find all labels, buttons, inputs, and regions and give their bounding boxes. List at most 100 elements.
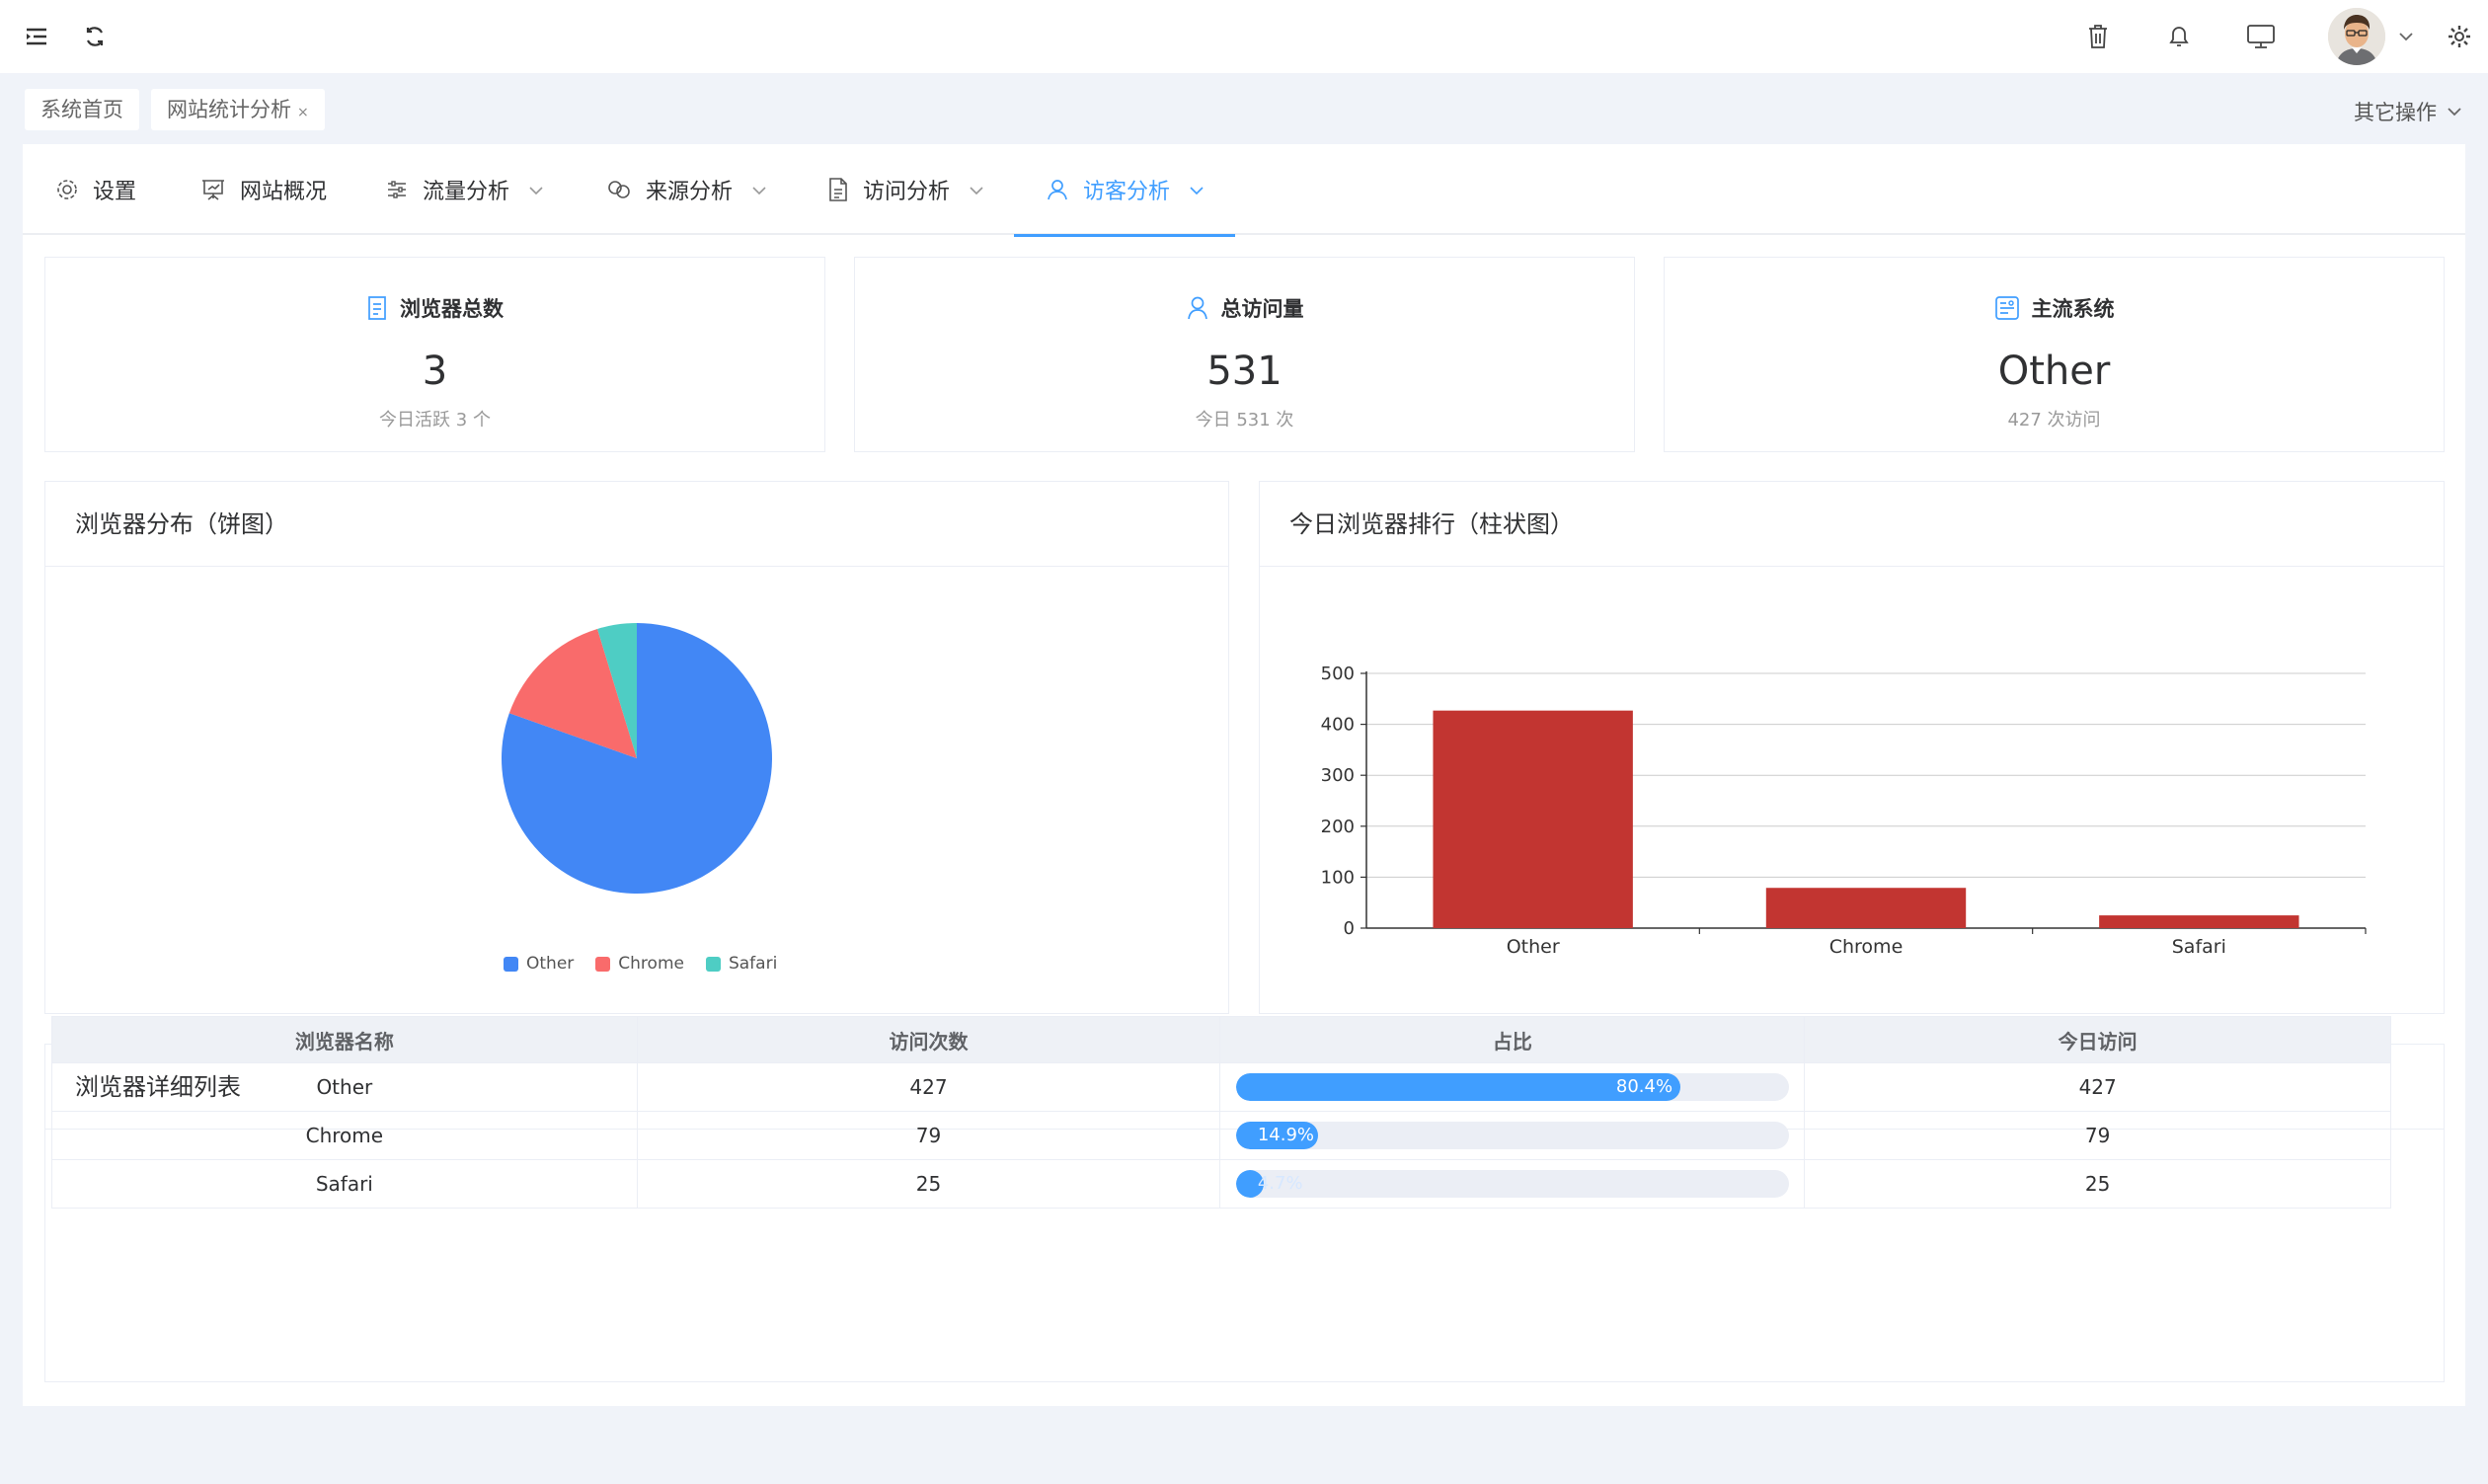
bar-chart: 0 100 200 300 400 500 Other Chrome Safari [1321,664,2367,958]
stat-value: 3 [422,349,448,394]
y-tick-label: 100 [1321,867,1355,888]
table-row[interactable]: Chrome 79 14.9% 79 [51,1111,2391,1160]
stat-title: 浏览器总数 [45,293,824,323]
stat-subtext: 今日活跃 3 个 [379,410,491,430]
stat-subtext: 今日 531 次 [1195,410,1294,430]
presentation-icon [202,180,224,200]
column-header-share[interactable]: 占比 [1219,1016,1806,1063]
tab-settings[interactable]: 设置 [55,144,136,235]
legend-item-other[interactable]: Other [504,954,574,974]
stat-subtext: 427 次访问 [2007,410,2101,430]
pie-chart [501,623,773,894]
chevron-down-icon [529,181,543,199]
chevron-down-icon [2448,108,2461,117]
stat-value: Other [1997,349,2111,394]
gear-icon [57,180,77,199]
share-progress-bar: 14.9% [1235,1122,1789,1149]
document-icon [368,296,386,320]
x-tick-label: Other [1507,936,1560,958]
legend-label: Other [526,954,575,974]
bar-safari[interactable] [2099,915,2299,928]
bell-icon[interactable] [2162,20,2196,53]
chevron-down-icon[interactable] [2389,20,2423,53]
x-tick-label: Safari [2172,936,2226,958]
pie-slice-safari[interactable] [597,623,637,758]
chevron-down-icon [752,181,766,199]
cell-today: 25 [1804,1159,2391,1209]
table-row[interactable]: Safari 25 4.7% 25 [51,1159,2391,1209]
tab-label: 来源分析 [646,180,734,204]
cell-visits: 79 [636,1111,1221,1160]
legend-item-safari[interactable]: Safari [705,954,778,974]
stat-title-label: 主流系统 [2031,297,2115,321]
active-tab-indicator [1014,234,1235,237]
legend-label: Safari [728,954,778,974]
pie-legend: Other Chrome Safari [504,954,777,974]
column-header-visits[interactable]: 访问次数 [636,1016,1221,1063]
legend-item-chrome[interactable]: Chrome [595,954,684,974]
y-tick-label: 200 [1321,817,1355,837]
progress-label: 80.4% [1615,1076,1673,1097]
avatar[interactable] [2328,8,2385,65]
tab-source-analysis[interactable]: 来源分析 [606,144,766,235]
panel-title: 浏览器分布（饼图） [45,482,1228,567]
tag-home[interactable]: 系统首页 [25,89,139,130]
dashboard-icon [1994,296,2019,320]
stat-card-main-system: 主流系统 Other 427 次访问 [1664,257,2445,452]
progress-fill [1235,1122,1319,1149]
settings-gear-icon[interactable] [2443,20,2476,53]
stat-title-label: 浏览器总数 [400,297,504,321]
tab-visitor-analysis[interactable]: 访客分析 [1014,144,1235,237]
tab-label: 设置 [93,180,137,204]
tab-site-overview[interactable]: 网站概况 [200,144,327,235]
chevron-down-icon [1190,181,1204,199]
tab-traffic-analysis[interactable]: 流量分析 [385,144,543,235]
panel-title: 今日浏览器排行（柱状图） [1260,482,2444,567]
menu-fold-icon[interactable] [20,20,53,53]
monitor-icon[interactable] [2244,20,2278,53]
tab-visit-analysis[interactable]: 访问分析 [827,144,983,235]
sliders-icon [388,181,406,198]
tag-site-analysis[interactable]: 网站统计分析 × [151,89,325,130]
other-operations-dropdown[interactable]: 其它操作 [2354,97,2462,126]
tab-label: 访问分析 [863,180,951,204]
refresh-icon[interactable] [78,20,112,53]
tab-label: 网站概况 [240,180,328,204]
close-icon[interactable]: × [297,105,309,120]
y-tick-label: 400 [1321,715,1355,736]
legend-swatch [595,956,611,972]
column-header-browser[interactable]: 浏览器名称 [51,1016,638,1063]
stat-title: 主流系统 [1665,293,2444,323]
progress-label: 14.9% [1257,1125,1315,1145]
link-icon [608,181,630,198]
user-icon [1187,296,1207,320]
progress-fill [1235,1073,1681,1101]
document-icon [829,178,847,201]
user-icon [1048,180,1067,200]
y-tick-label: 500 [1321,664,1355,684]
cell-browser-name: Chrome [51,1111,638,1160]
table-row[interactable]: Other 427 80.4% 427 [51,1062,2391,1112]
top-header [0,0,2488,73]
tab-label: 访客分析 [1082,180,1170,204]
bar-chrome[interactable] [1765,888,1967,928]
cell-visits: 25 [636,1159,1221,1209]
table-header-row: 浏览器名称 访问次数 占比 今日访问 [51,1016,2391,1063]
trash-icon[interactable] [2081,20,2115,53]
bar-chart-panel: 今日浏览器排行（柱状图） 0 100 200 300 400 500 Other Chrome… [1259,481,2445,1014]
stat-title-label: 总访问量 [1220,297,1304,321]
bar-other[interactable] [1433,710,1633,928]
y-tick-label: 300 [1321,765,1355,786]
pie-slice-chrome[interactable] [508,628,637,758]
cell-share: 80.4% [1219,1062,1806,1112]
legend-label: Chrome [618,954,684,974]
progress-fill [1235,1170,1264,1198]
chevron-down-icon [970,181,983,199]
stat-card-total-visits: 总访问量 531 今日 531 次 [854,257,1635,452]
legend-swatch [705,956,721,972]
progress-label: 4.7% [1257,1173,1303,1194]
other-operations-label: 其它操作 [2354,101,2437,124]
column-header-today[interactable]: 今日访问 [1804,1016,2391,1063]
share-progress-bar: 80.4% [1235,1073,1789,1101]
tag-label: 网站统计分析 [167,98,291,121]
